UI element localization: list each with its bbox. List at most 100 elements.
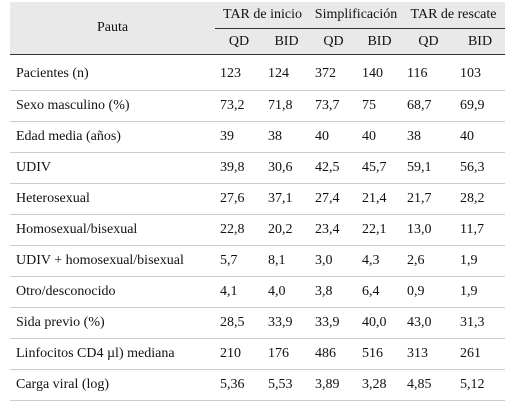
cell: 486 bbox=[310, 338, 358, 370]
cell: 75 bbox=[357, 90, 403, 122]
cell: 8,1 bbox=[263, 245, 311, 277]
cell: 5,53 bbox=[263, 369, 311, 401]
cell: 4,0 bbox=[263, 276, 311, 308]
cell: 37,1 bbox=[263, 183, 311, 215]
cell: 40 bbox=[455, 121, 506, 153]
cell: 43,0 bbox=[402, 307, 456, 339]
cell: 21,4 bbox=[357, 183, 403, 215]
row-label: Pacientes (n) bbox=[10, 54, 215, 91]
cell: 27,4 bbox=[310, 183, 358, 215]
table-body: Pacientes (n) 123 124 372 140 116 103 Sexo masc… bbox=[10, 54, 506, 401]
table-row: Pacientes (n) 123 124 372 140 116 103 bbox=[10, 54, 506, 91]
cell: 59,1 bbox=[402, 152, 456, 184]
row-label: Edad media (años) bbox=[10, 121, 215, 153]
table-row: UDIV + homosexual/bisexual 5,7 8,1 3,0 4,3 2,… bbox=[10, 245, 506, 277]
group-header: TAR de rescate bbox=[402, 2, 506, 29]
cell: 4,1 bbox=[215, 276, 263, 308]
sub-header: BID bbox=[357, 28, 403, 55]
cell: 31,3 bbox=[455, 307, 506, 339]
row-label: Homosexual/bisexual bbox=[10, 214, 215, 246]
cell: 261 bbox=[455, 338, 506, 370]
table-row: Homosexual/bisexual 22,8 20,2 23,4 22,1 13,0 1… bbox=[10, 214, 506, 246]
row-label: Linfocitos CD4 µl) mediana bbox=[10, 338, 215, 370]
cell: 28,2 bbox=[455, 183, 506, 215]
cell: 45,7 bbox=[357, 152, 403, 184]
cell: 516 bbox=[357, 338, 403, 370]
row-label: Sida previo (%) bbox=[10, 307, 215, 339]
group-header: Simplificación bbox=[310, 2, 403, 29]
cell: 39,8 bbox=[215, 152, 263, 184]
header-row: QD BID QD BID QD BID bbox=[10, 28, 506, 55]
cell: 313 bbox=[402, 338, 456, 370]
cell: 73,2 bbox=[215, 90, 263, 122]
cell: 123 bbox=[215, 54, 263, 91]
cell: 33,9 bbox=[263, 307, 311, 339]
cell: 11,7 bbox=[455, 214, 506, 246]
cell: 4,3 bbox=[357, 245, 403, 277]
cell: 22,1 bbox=[357, 214, 403, 246]
table-row: Heterosexual 27,6 37,1 27,4 21,4 21,7 28,2 bbox=[10, 183, 506, 215]
cell: 38 bbox=[263, 121, 311, 153]
table-row: Carga viral (log) 5,36 5,53 3,89 3,28 4,85 5,1… bbox=[10, 369, 506, 401]
header-row: Pauta TAR de inicio Simplificación TAR de … bbox=[10, 2, 506, 55]
cell: 13,0 bbox=[402, 214, 456, 246]
cell: 40 bbox=[357, 121, 403, 153]
cell: 39 bbox=[215, 121, 263, 153]
cell: 4,85 bbox=[402, 369, 456, 401]
row-label: Otro/desconocido bbox=[10, 276, 215, 308]
cell: 1,9 bbox=[455, 276, 506, 308]
cell: 0,9 bbox=[402, 276, 456, 308]
cell: 210 bbox=[215, 338, 263, 370]
cell: 33,9 bbox=[310, 307, 358, 339]
header-cell: Pauta bbox=[10, 2, 215, 55]
cell: 6,4 bbox=[357, 276, 403, 308]
cell: 27,6 bbox=[215, 183, 263, 215]
cell: 68,7 bbox=[402, 90, 456, 122]
cell: 176 bbox=[263, 338, 311, 370]
row-label: UDIV + homosexual/bisexual bbox=[10, 245, 215, 277]
group-header: TAR de inicio bbox=[215, 2, 311, 29]
cell: 140 bbox=[357, 54, 403, 91]
cell: 20,2 bbox=[263, 214, 311, 246]
cell: 40,0 bbox=[357, 307, 403, 339]
row-label: UDIV bbox=[10, 152, 215, 184]
cell: 5,36 bbox=[215, 369, 263, 401]
data-table: Pauta TAR de inicio Simplificación TAR de … bbox=[10, 2, 506, 401]
cell: 5,12 bbox=[455, 369, 506, 401]
cell: 116 bbox=[402, 54, 456, 91]
table-row: Sexo masculino (%) 73,2 71,8 73,7 75 68,7 69,9 bbox=[10, 90, 506, 122]
cell: 3,0 bbox=[310, 245, 358, 277]
cell: 42,5 bbox=[310, 152, 358, 184]
cell: 103 bbox=[455, 54, 506, 91]
cell: 28,5 bbox=[215, 307, 263, 339]
cell: 22,8 bbox=[215, 214, 263, 246]
cell: 5,7 bbox=[215, 245, 263, 277]
sub-header: QD bbox=[215, 28, 263, 55]
row-label: Carga viral (log) bbox=[10, 369, 215, 401]
sub-header: BID bbox=[455, 28, 506, 55]
row-label: Sexo masculino (%) bbox=[10, 90, 215, 122]
cell: 30,6 bbox=[263, 152, 311, 184]
cell: 71,8 bbox=[263, 90, 311, 122]
cell: 3,8 bbox=[310, 276, 358, 308]
cell: 56,3 bbox=[455, 152, 506, 184]
cell: 124 bbox=[263, 54, 311, 91]
table-row: Linfocitos CD4 µl) mediana 210 176 486 516 31… bbox=[10, 338, 506, 370]
cell: 23,4 bbox=[310, 214, 358, 246]
table-row: Edad media (años) 39 38 40 40 38 40 bbox=[10, 121, 506, 153]
cell: 21,7 bbox=[402, 183, 456, 215]
cell: 38 bbox=[402, 121, 456, 153]
sub-header: QD bbox=[402, 28, 456, 55]
cell: 3,89 bbox=[310, 369, 358, 401]
table-row: Sida previo (%) 28,5 33,9 33,9 40,0 43,0 31,3 bbox=[10, 307, 506, 339]
sub-header: BID bbox=[263, 28, 311, 55]
row-label: Heterosexual bbox=[10, 183, 215, 215]
table-row: UDIV 39,8 30,6 42,5 45,7 59,1 56,3 bbox=[10, 152, 506, 184]
cell: 3,28 bbox=[357, 369, 403, 401]
cell: 73,7 bbox=[310, 90, 358, 122]
table-header: Pauta TAR de inicio Simplificación TAR de … bbox=[10, 2, 506, 55]
cell: 40 bbox=[310, 121, 358, 153]
cell: 2,6 bbox=[402, 245, 456, 277]
cell: 1,9 bbox=[455, 245, 506, 277]
